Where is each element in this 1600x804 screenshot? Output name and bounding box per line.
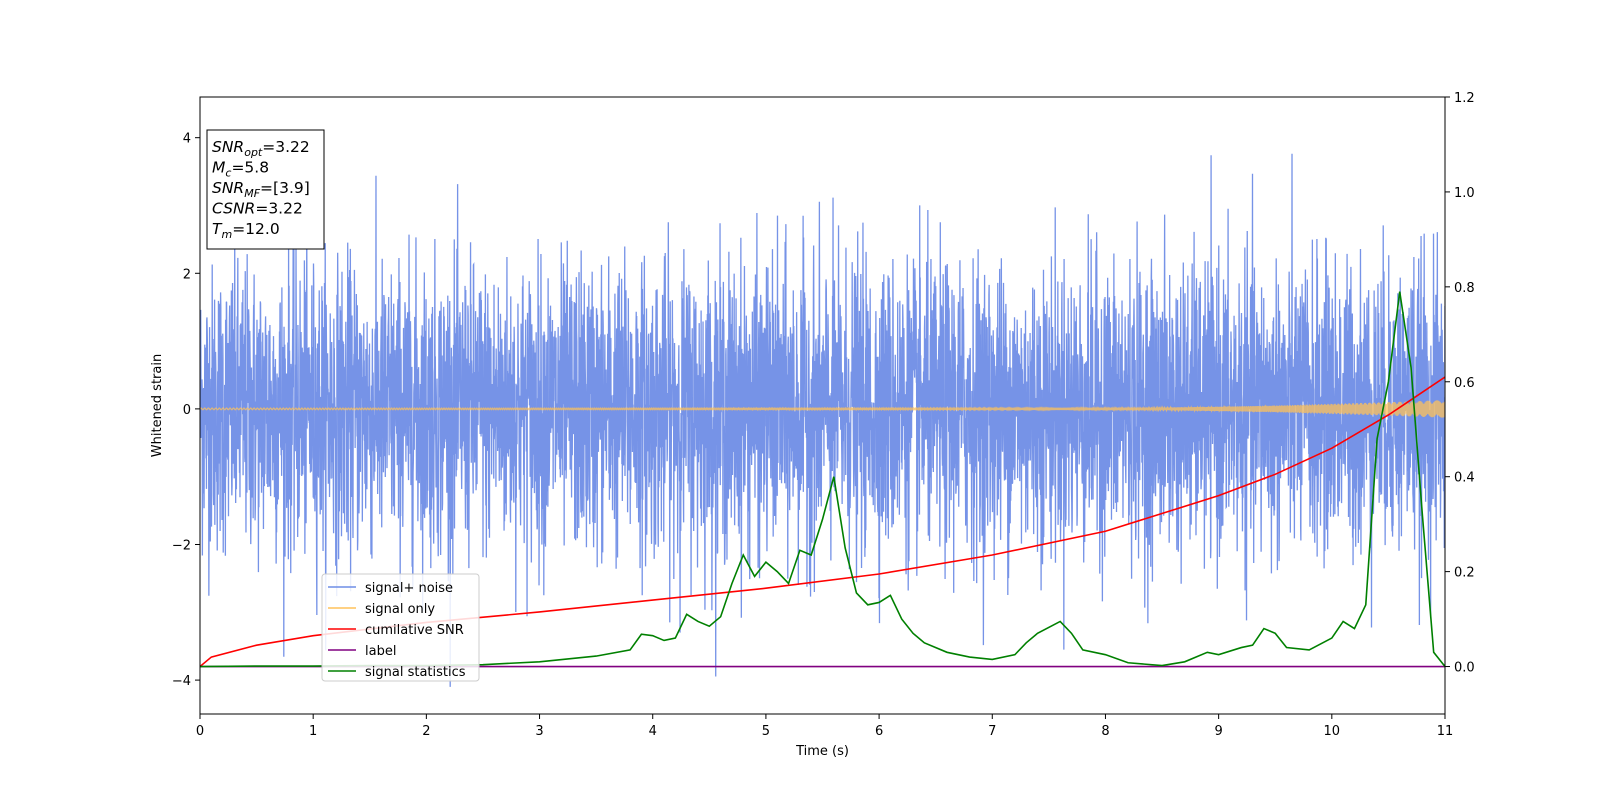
info-subscript: m [221, 228, 232, 241]
info-line: SNRopt=3.22 [212, 138, 310, 159]
x-tick-label: 0 [196, 724, 204, 739]
legend-label: signal only [365, 602, 435, 617]
y-tick-label: −2 [172, 538, 191, 553]
info-symbol: CSNR [212, 200, 255, 218]
x-tick-label: 11 [1437, 724, 1454, 739]
cumulative-snr-line [200, 376, 1445, 668]
info-value: =3.22 [255, 200, 303, 218]
info-subscript: c [225, 167, 231, 180]
info-value: =5.8 [231, 159, 269, 177]
y2-tick-label: 1.0 [1454, 186, 1475, 201]
y-axis-left: −4 −2 0 2 4 [172, 132, 200, 689]
x-tick-label: 7 [988, 724, 996, 739]
info-symbol: T [212, 220, 223, 238]
legend: signal+ noise signal only cumilative SNR la… [321, 573, 480, 682]
x-tick-label: 10 [1324, 724, 1341, 739]
info-symbol: M [212, 159, 225, 177]
y-tick-label: 0 [183, 403, 191, 418]
y2-tick-label: 0.8 [1454, 281, 1475, 296]
legend-label: cumilative SNR [365, 623, 464, 638]
y2-tick-label: 1.2 [1454, 91, 1475, 106]
info-symbol: SNR [212, 179, 244, 197]
info-line: SNRMF=[3.9] [212, 179, 310, 200]
y-axis-right: 0.0 0.2 0.4 0.6 0.8 1.0 1.2 [1445, 91, 1475, 676]
info-box: SNRopt=3.22Mc=5.8SNRMF=[3.9]CSNR=3.22Tm=… [206, 129, 325, 250]
x-tick-label: 5 [762, 724, 770, 739]
signal-only-series [200, 400, 1445, 418]
x-tick-label: 8 [1101, 724, 1109, 739]
legend-label: signal statistics [365, 665, 466, 680]
signal-only-line [200, 400, 1445, 418]
signal-noise-series [200, 153, 1445, 687]
y2-tick-label: 0.4 [1454, 471, 1475, 486]
y-axis-label: Whitened strain [150, 354, 165, 457]
info-value: =[3.9] [260, 179, 310, 197]
y2-tick-label: 0.6 [1454, 376, 1475, 391]
info-value: =12.0 [232, 220, 280, 238]
y2-tick-label: 0.2 [1454, 566, 1475, 581]
x-tick-label: 6 [875, 724, 883, 739]
legend-frame [321, 573, 480, 682]
y-tick-label: −4 [172, 674, 191, 689]
x-tick-label: 3 [535, 724, 543, 739]
info-line: CSNR=3.22 [212, 200, 303, 218]
y-tick-label: 4 [183, 132, 191, 147]
x-tick-label: 2 [422, 724, 430, 739]
info-line: Mc=5.8 [212, 159, 269, 180]
y-tick-label: 2 [183, 267, 191, 282]
x-tick-label: 4 [649, 724, 657, 739]
x-tick-label: 1 [309, 724, 317, 739]
info-subscript: MF [244, 187, 260, 200]
x-axis: 0 1 2 3 4 5 6 7 8 9 10 11 [196, 714, 1453, 739]
info-subscript: opt [244, 146, 263, 159]
plot-frame [199, 96, 1446, 715]
legend-label: signal+ noise [365, 581, 453, 596]
info-value: =3.22 [262, 138, 310, 156]
x-axis-label: Time (s) [795, 744, 849, 759]
legend-label: label [365, 644, 396, 659]
info-line: Tm=12.0 [212, 220, 280, 241]
x-tick-label: 9 [1214, 724, 1222, 739]
signal-noise-line [200, 153, 1445, 687]
info-symbol: SNR [212, 138, 244, 156]
signal-statistics-line [200, 291, 1445, 668]
y2-tick-label: 0.0 [1454, 661, 1475, 676]
info-box-frame [206, 129, 325, 250]
